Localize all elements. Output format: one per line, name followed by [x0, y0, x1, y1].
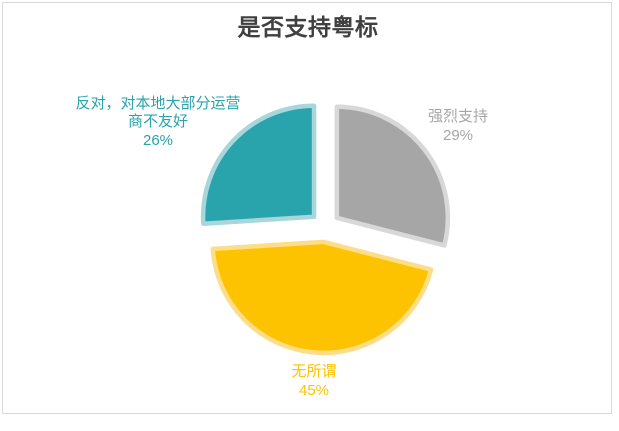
slice-label-dont-care-text: 无所谓 [291, 363, 337, 380]
slice-label-oppose-percent: 26% [142, 132, 174, 149]
slice-label-oppose: 反对，对本地大部分运营商不友好 26% [72, 95, 244, 150]
slice-label-dont-care-percent: 45% [298, 382, 330, 399]
pie-slice-strongly-support [334, 104, 451, 248]
pie-slice-dont-care [210, 239, 434, 356]
slice-label-strongly-support: 强烈支持 29% [398, 108, 518, 145]
slice-label-strongly-support-percent: 29% [442, 127, 474, 144]
slice-label-oppose-text: 反对，对本地大部分运营商不友好 [75, 95, 241, 130]
chart-title: 是否支持粤标 [237, 14, 379, 40]
slice-label-strongly-support-text: 强烈支持 [427, 108, 488, 125]
pie-slice-oppose [200, 103, 317, 226]
slice-label-dont-care: 无所谓 45% [254, 363, 374, 400]
